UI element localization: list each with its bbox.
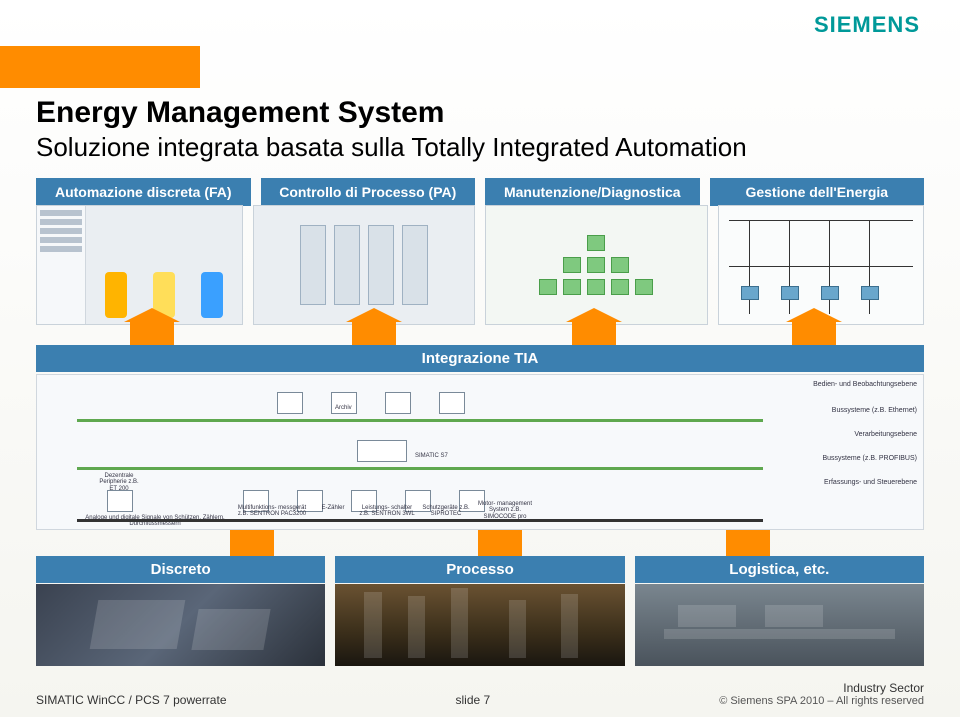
footer-center: slide 7 — [456, 693, 491, 707]
column-headers: Automazione discreta (FA) Controllo di P… — [36, 178, 924, 206]
panel-pa — [253, 205, 476, 325]
device-icon — [821, 286, 839, 300]
image-discreto — [36, 584, 325, 666]
arrow-down-icon — [726, 530, 770, 556]
label-simocode: Motor- management System z.B. SIMOCODE p… — [477, 501, 533, 520]
tia-row-hmi — [37, 383, 923, 423]
bus-profibus — [77, 467, 763, 470]
footer-right: Industry Sector © Siemens SPA 2010 – All… — [719, 681, 924, 707]
bus-field — [77, 519, 763, 522]
accent-bar — [0, 46, 200, 88]
device-icon — [741, 286, 759, 300]
fa-sidebar — [37, 206, 86, 324]
label-bus2: Bussysteme (z.B. PROFIBUS) — [822, 455, 917, 463]
tank-icon — [201, 272, 223, 318]
label-siprotec: Schutzgeräte z.B. SIPROTEC — [421, 505, 471, 518]
title-block: Energy Management System Soluzione integ… — [36, 96, 747, 163]
device-icon — [861, 286, 879, 300]
diag-row — [563, 257, 629, 273]
process-column-icon — [368, 225, 394, 305]
col-header-fa: Automazione discreta (FA) — [36, 178, 251, 206]
label-row1: Bedien- und Beobachtungsebene — [813, 381, 917, 389]
fa-main — [86, 206, 241, 324]
image-processo — [335, 584, 624, 666]
brand-logo: SIEMENS — [814, 12, 920, 38]
busbar-icon — [729, 266, 914, 267]
label-pac: Multifunktions- messgerät z.B. SENTRON P… — [237, 505, 307, 518]
arrow-down-icon — [230, 530, 274, 556]
monitor-icon — [439, 392, 465, 414]
label-bus1: Bussysteme (z.B. Ethernet) — [832, 407, 917, 415]
label-archiv: Archiv — [335, 405, 352, 411]
et200-icon — [107, 490, 133, 512]
label-3wl: Leistungs- schalter z.B. SENTRON 3WL — [359, 505, 415, 518]
slide-subtitle: Soluzione integrata basata sulla Totally… — [36, 132, 747, 163]
diag-row — [587, 235, 605, 251]
bottom-headers: Discreto Processo Logistica, etc. — [36, 556, 924, 583]
panel-fa — [36, 205, 243, 325]
process-column-icon — [300, 225, 326, 305]
bottom-header-discreto: Discreto — [36, 556, 325, 583]
label-row2: Verarbeitungsebene — [854, 431, 917, 439]
column-panels — [36, 205, 924, 325]
bus-ethernet — [77, 419, 763, 422]
bottom-panels — [36, 584, 924, 666]
slide-title: Energy Management System — [36, 96, 747, 130]
tia-diagram: Archiv Bedien- und Beobachtungsebene Bus… — [36, 374, 924, 530]
panel-ge — [718, 205, 925, 325]
panel-md — [485, 205, 708, 325]
footer: SIMATIC WinCC / PCS 7 powerrate slide 7 … — [36, 681, 924, 707]
process-column-icon — [334, 225, 360, 305]
label-s7: SIMATIC S7 — [415, 453, 448, 459]
device-icon — [781, 286, 799, 300]
col-header-md: Manutenzione/Diagnostica — [485, 178, 700, 206]
monitor-icon — [277, 392, 303, 414]
plc-icon — [357, 440, 407, 462]
footer-sector: Industry Sector — [719, 681, 924, 695]
footer-left: SIMATIC WinCC / PCS 7 powerrate — [36, 693, 227, 707]
diag-row — [539, 279, 653, 295]
image-logistica — [635, 584, 924, 666]
footer-copyright: © Siemens SPA 2010 – All rights reserved — [719, 695, 924, 707]
tia-banner: Integrazione TIA — [36, 345, 924, 372]
label-ezahler: E-Zähler — [313, 505, 353, 511]
bottom-header-processo: Processo — [335, 556, 624, 583]
arrow-down-icon — [478, 530, 522, 556]
col-header-pa: Controllo di Processo (PA) — [261, 178, 476, 206]
monitor-icon — [385, 392, 411, 414]
col-header-ge: Gestione dell'Energia — [710, 178, 925, 206]
label-et200: Dezentrale Peripherie z.B. ET 200 — [99, 473, 139, 492]
label-row3: Erfassungs- und Steuerebene — [824, 479, 917, 487]
tia-row-plc — [37, 431, 923, 471]
bottom-header-logistica: Logistica, etc. — [635, 556, 924, 583]
busbar-icon — [729, 220, 914, 221]
process-column-icon — [402, 225, 428, 305]
